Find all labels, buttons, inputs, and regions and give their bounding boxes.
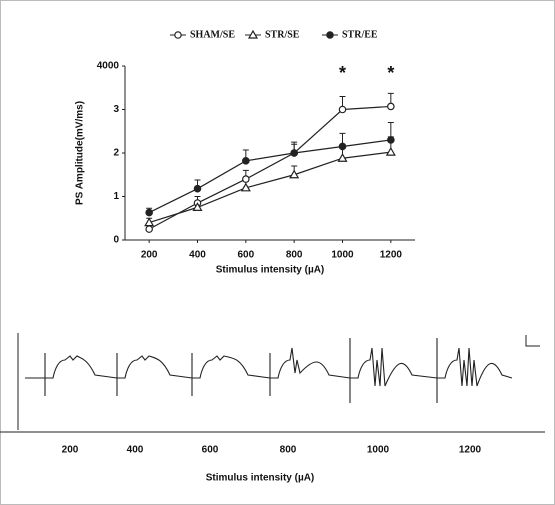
marker xyxy=(242,175,250,183)
series-line xyxy=(148,139,391,214)
marker xyxy=(326,31,334,39)
series-line xyxy=(148,151,391,224)
y-tick-label: 4000 xyxy=(97,61,120,72)
trace-label: 600 xyxy=(202,445,219,456)
series-line xyxy=(148,105,391,230)
marker xyxy=(193,184,202,193)
marker xyxy=(242,157,250,165)
marker xyxy=(289,169,300,179)
marker xyxy=(145,225,153,233)
x-tick-label: 1000 xyxy=(331,250,354,261)
legend-label: STR/EE xyxy=(342,29,378,40)
marker xyxy=(385,146,396,156)
legend-label: SHAM/SE xyxy=(190,29,235,40)
marker xyxy=(192,202,203,211)
legend-label: STR/SE xyxy=(265,29,300,40)
y-axis-label: PS Amplitude(mV/ms) xyxy=(75,101,86,205)
x-tick-label: 400 xyxy=(189,250,206,261)
x-tick-label: 800 xyxy=(286,250,303,261)
trace-label: 1000 xyxy=(367,445,390,456)
marker xyxy=(387,102,395,111)
annotation: * xyxy=(339,63,346,83)
annotation: * xyxy=(387,63,394,83)
marker xyxy=(337,153,348,162)
trace-label: 200 xyxy=(62,445,79,456)
trace-label: 1200 xyxy=(459,445,482,456)
trace-label: 400 xyxy=(127,445,144,456)
marker xyxy=(247,29,259,39)
trace-label: 800 xyxy=(280,445,297,456)
x-tick-label: 1200 xyxy=(380,250,403,261)
x-tick-label: 600 xyxy=(237,250,254,261)
marker xyxy=(144,217,155,227)
trace xyxy=(25,338,513,403)
marker xyxy=(174,31,182,39)
marker xyxy=(338,105,347,114)
x-tick-label: 200 xyxy=(141,250,158,261)
y-tick-label: 0 xyxy=(113,235,119,246)
y-tick-label: 2 xyxy=(113,148,119,159)
marker xyxy=(387,136,395,144)
marker xyxy=(240,182,251,192)
scale-bar xyxy=(525,335,540,347)
x-axis-label: Stimulus intensity (µA) xyxy=(216,265,325,276)
y-tick-label: 1 xyxy=(113,191,119,202)
y-tick-label: 3 xyxy=(113,104,119,115)
marker xyxy=(290,149,298,157)
trace-x-label: Stimulus intensity (µA) xyxy=(206,473,315,484)
marker xyxy=(338,142,347,151)
marker xyxy=(145,208,153,217)
